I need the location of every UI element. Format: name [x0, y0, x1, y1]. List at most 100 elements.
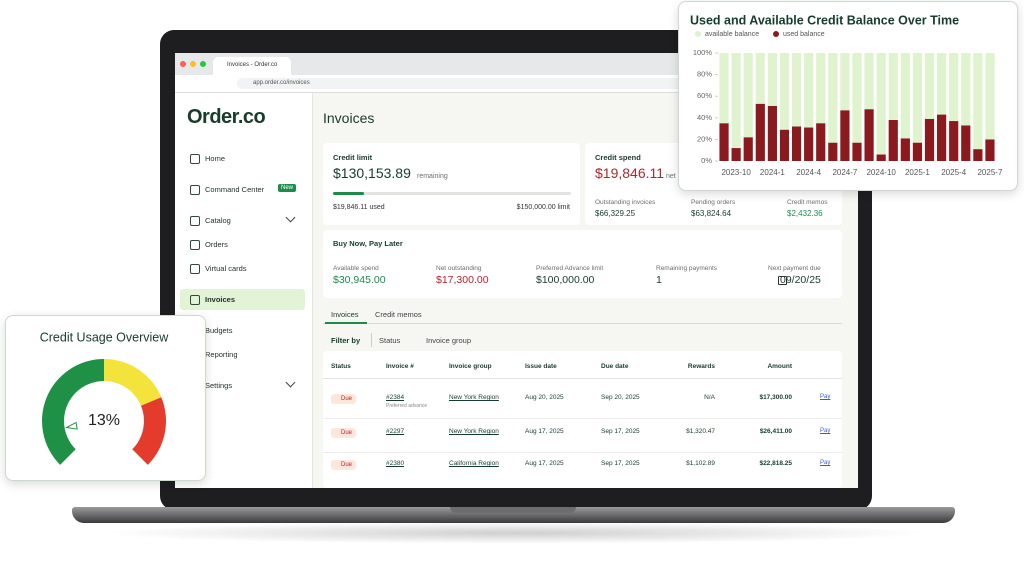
- bar-segment: [755, 103, 765, 161]
- legend-label: used balance: [783, 31, 825, 38]
- nav-item[interactable]: Virtual cards: [205, 264, 247, 273]
- nav-item[interactable]: Reporting: [205, 350, 238, 359]
- rewards: N/A: [704, 394, 715, 401]
- row-rule: [323, 452, 842, 453]
- bar-segment: [816, 123, 826, 161]
- issue: Aug 17, 2025: [525, 428, 564, 435]
- card-label: Buy Now, Pay Later: [333, 239, 403, 248]
- column-header[interactable]: Invoice group: [449, 363, 492, 370]
- window-dots: [180, 61, 210, 67]
- column-header[interactable]: Amount: [767, 363, 792, 370]
- bar-segment: [743, 53, 753, 138]
- bar-segment: [731, 53, 741, 149]
- bar-segment: [985, 139, 995, 161]
- nav-icon: [190, 295, 200, 305]
- bar-segment: [973, 149, 983, 161]
- stat-value: $100,000.00: [536, 274, 595, 286]
- invoice[interactable]: #2380: [386, 460, 405, 467]
- limit: $150,000.00 limit: [516, 204, 570, 211]
- bar-segment: [804, 53, 814, 128]
- bar-segment: [767, 53, 777, 106]
- amount: $22,818.25: [759, 460, 792, 467]
- issue: Aug 17, 2025: [525, 460, 564, 467]
- x-tick-label: 2025-7: [977, 168, 1002, 177]
- bar-segment: [791, 53, 802, 127]
- bnpl-card: Buy Now, Pay Later Available spend $30,94…: [323, 230, 842, 298]
- pay-link[interactable]: Pay: [820, 394, 831, 400]
- filter-option[interactable]: Status: [379, 336, 401, 345]
- column-header[interactable]: Invoice #: [386, 363, 414, 370]
- bar-segment: [949, 121, 959, 161]
- nav-item[interactable]: Orders: [205, 240, 228, 249]
- gauge-value: 13%: [88, 412, 120, 429]
- nav-active: [180, 289, 305, 310]
- tab-title: Invoices - Order.co: [227, 62, 278, 68]
- column-header[interactable]: Due date: [601, 363, 629, 370]
- logo[interactable]: Order.co: [187, 106, 266, 128]
- bar-segment: [743, 137, 753, 161]
- group[interactable]: California Region: [449, 460, 499, 467]
- bar-segment: [937, 53, 947, 115]
- used: $19,846.11 used: [333, 204, 385, 211]
- invoice[interactable]: #2384: [386, 394, 405, 401]
- nav-icon: [190, 240, 200, 250]
- bar-segment: [779, 129, 790, 161]
- bar-segment: [840, 53, 850, 111]
- nav-item[interactable]: Home: [205, 154, 226, 163]
- nav-item[interactable]: Invoices: [205, 295, 236, 304]
- bar-segment: [900, 53, 910, 139]
- bar-segment: [731, 148, 741, 161]
- stat-label: Credit memos: [787, 199, 828, 206]
- stat-label: Available spend: [333, 265, 379, 272]
- calendar-icon: [778, 276, 787, 285]
- column-header[interactable]: Issue date: [525, 363, 557, 370]
- url-field[interactable]: [237, 78, 837, 89]
- stat-value: $63,824.64: [691, 209, 732, 218]
- column-header[interactable]: Rewards: [687, 363, 715, 370]
- progress-track: [333, 192, 571, 195]
- legend-label: available balance: [705, 31, 759, 38]
- pay-link[interactable]: Pay: [820, 428, 831, 434]
- laptop-base: [72, 507, 955, 523]
- bar-segment: [791, 126, 802, 161]
- status-pill: Due: [331, 460, 357, 470]
- stat-label: Remaining payments: [656, 265, 718, 272]
- invoice-note: Preferred advance: [386, 403, 428, 409]
- stat-value: 09/20/25: [780, 274, 821, 286]
- bar-segment: [755, 53, 765, 104]
- nav-icon: [190, 216, 200, 226]
- gauge-band: [104, 359, 162, 406]
- bar-segment: [985, 53, 995, 140]
- group[interactable]: New York Region: [449, 394, 499, 401]
- header-rule: [323, 378, 842, 379]
- column-header[interactable]: Status: [331, 363, 351, 370]
- pay-link[interactable]: Pay: [820, 460, 831, 466]
- bar-segment: [949, 53, 959, 122]
- tab[interactable]: Credit memos: [375, 310, 422, 319]
- page-title: Invoices: [323, 110, 375, 126]
- invoice-table: [323, 351, 842, 488]
- bar-segment: [961, 125, 971, 161]
- status-pill: Due: [331, 428, 357, 438]
- bar-segment: [816, 53, 826, 124]
- nav-item[interactable]: Catalog: [205, 216, 231, 225]
- group[interactable]: New York Region: [449, 428, 499, 435]
- bar-segment: [961, 53, 971, 126]
- nav-item[interactable]: Settings: [205, 381, 233, 390]
- tab[interactable]: Invoices: [331, 310, 359, 319]
- browser-tab[interactable]: [213, 57, 291, 75]
- filter-option[interactable]: Invoice group: [426, 336, 472, 345]
- balance-chart: Used and Available Credit Balance Over T…: [690, 13, 1003, 177]
- nav-item[interactable]: Budgets: [205, 326, 233, 335]
- legend-swatch: [773, 31, 779, 37]
- filter-label: Filter by: [331, 336, 361, 345]
- bar-segment: [864, 53, 874, 110]
- invoice[interactable]: #2297: [386, 428, 405, 435]
- nav-item[interactable]: Command Center: [205, 185, 265, 194]
- row-rule: [323, 418, 842, 419]
- x-tick-label: 2024-1: [760, 168, 785, 177]
- y-tick-label: 60%: [697, 91, 712, 100]
- stat-value: $17,300.00: [436, 274, 489, 286]
- credit-limit-card: Credit limit $130,153.89 remaining $19,8…: [323, 143, 580, 225]
